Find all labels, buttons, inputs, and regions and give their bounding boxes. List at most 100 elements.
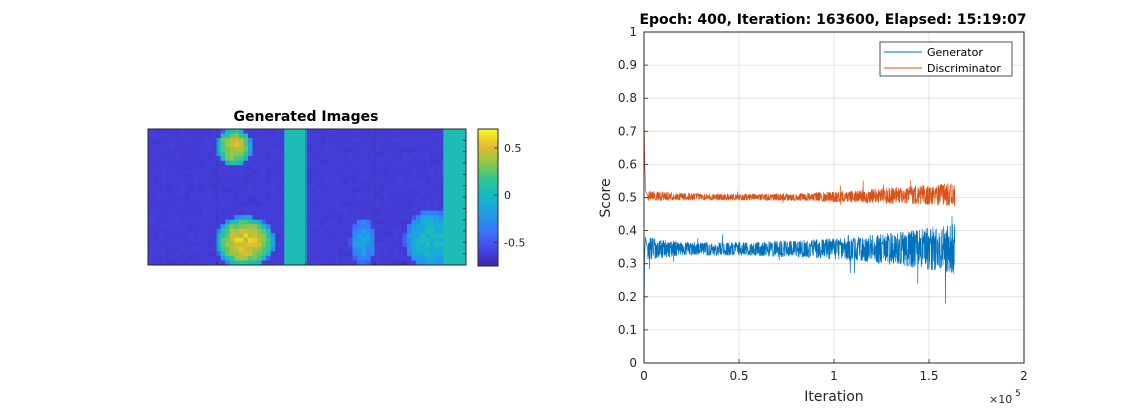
heatmap-cell	[343, 129, 349, 134]
heatmap-cell	[297, 151, 303, 157]
heatmap-cell	[406, 228, 412, 234]
heatmap-cell	[197, 201, 203, 207]
heatmap-cell	[207, 133, 212, 139]
heatmap-cell	[225, 129, 231, 134]
heatmap-cell	[307, 174, 312, 180]
heatmap-cell	[288, 237, 294, 243]
heatmap-cell	[338, 251, 344, 257]
heatmap-cell	[197, 160, 203, 166]
heatmap-cell	[411, 255, 417, 261]
heatmap-cell	[352, 201, 358, 207]
heatmap-cell	[184, 129, 190, 134]
heatmap-cell	[456, 255, 462, 261]
heatmap-cell	[352, 142, 358, 148]
heatmap-cell	[438, 174, 444, 180]
heatmap-cell	[229, 178, 235, 184]
heatmap-cell	[257, 201, 262, 207]
heatmap-cell	[366, 192, 371, 198]
heatmap-cell	[361, 138, 367, 143]
heatmap-cell	[202, 151, 208, 157]
heatmap-cell	[384, 129, 390, 134]
heatmap-cell	[270, 210, 276, 216]
heatmap-cell	[456, 165, 462, 171]
heatmap-cell	[211, 147, 217, 153]
heatmap-cell	[406, 224, 412, 230]
heatmap-cell	[416, 151, 421, 157]
heatmap-cell	[166, 174, 172, 180]
heatmap-cell	[197, 233, 203, 239]
heatmap-cell	[220, 251, 226, 257]
heatmap-cell	[179, 246, 185, 252]
heatmap-cell	[420, 237, 426, 243]
heatmap-cell	[157, 147, 163, 153]
heatmap-cell	[434, 142, 440, 148]
heatmap-cell	[347, 260, 353, 266]
heatmap-cell	[338, 178, 344, 184]
heatmap-cell	[447, 147, 453, 153]
heatmap-cell	[266, 133, 272, 139]
heatmap-cell	[343, 183, 349, 189]
heatmap-cell	[179, 165, 185, 171]
heatmap-cell	[438, 210, 444, 216]
heatmap-cell	[347, 210, 353, 216]
heatmap-cell	[402, 215, 408, 221]
heatmap-cell	[393, 165, 399, 171]
heatmap-cell	[293, 260, 299, 266]
x-tick-label: 2	[1020, 369, 1028, 383]
heatmap-cell	[288, 201, 294, 207]
heatmap-cell	[257, 255, 262, 261]
heatmap-cell	[361, 210, 367, 216]
heatmap-cell	[247, 129, 253, 134]
heatmap-cell	[334, 192, 340, 198]
heatmap-cell	[329, 142, 335, 148]
heatmap-cell	[370, 246, 376, 252]
heatmap-cell	[166, 251, 172, 257]
heatmap-cell	[297, 233, 303, 239]
heatmap-cell	[216, 178, 222, 184]
heatmap-cell	[188, 246, 194, 252]
series-layer	[643, 114, 956, 330]
heatmap-cell	[366, 197, 371, 202]
heatmap-cell	[220, 183, 226, 189]
heatmap-cell	[370, 224, 376, 230]
heatmap-cell	[207, 233, 212, 239]
heatmap-cell	[261, 255, 267, 261]
heatmap-cell	[434, 260, 440, 266]
heatmap-cell	[297, 187, 303, 193]
heatmap-cell	[207, 160, 212, 166]
heatmap-cell	[393, 206, 399, 211]
heatmap-cell	[352, 246, 358, 252]
heatmap-cell	[288, 151, 294, 157]
heatmap-cell	[293, 215, 299, 221]
heatmap-cell	[288, 206, 294, 211]
heatmap-cell	[284, 165, 290, 171]
heatmap-cell	[438, 156, 444, 162]
heatmap-cell	[416, 210, 421, 216]
heatmap-cell	[429, 224, 435, 230]
heatmap-cell	[284, 129, 290, 134]
heatmap-cell	[397, 201, 403, 207]
heatmap-cell	[229, 138, 235, 143]
heatmap-cell	[307, 206, 312, 211]
y-tick-label: 0.2	[618, 290, 637, 304]
heatmap-cell	[207, 129, 212, 134]
heatmap-cell	[343, 206, 349, 211]
heatmap-cell	[229, 197, 235, 202]
heatmap-cell	[397, 147, 403, 153]
heatmap-cell	[193, 197, 199, 202]
heatmap-cell	[207, 228, 212, 234]
heatmap-cell	[434, 251, 440, 257]
heatmap-cell	[420, 228, 426, 234]
heatmap-cell	[461, 219, 467, 225]
heatmap-cell	[447, 156, 453, 162]
heatmap-cell	[397, 151, 403, 157]
heatmap-cell	[443, 133, 449, 139]
heatmap-cell	[284, 246, 290, 252]
heatmap-cell	[197, 224, 203, 230]
heatmap-cell	[388, 210, 394, 216]
heatmap-cell	[384, 178, 390, 184]
heatmap-cell	[257, 224, 262, 230]
heatmap-cell	[279, 178, 285, 184]
heatmap-cell	[216, 237, 222, 243]
heatmap-cell	[234, 215, 240, 221]
